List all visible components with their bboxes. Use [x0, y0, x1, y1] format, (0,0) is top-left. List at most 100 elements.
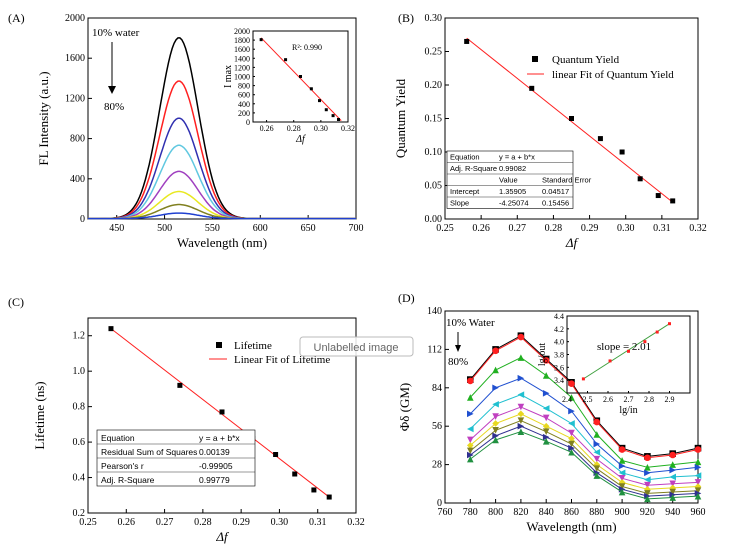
y-tick-label: 0.00: [425, 214, 443, 225]
data-point: [467, 442, 474, 449]
data-point: [568, 429, 575, 437]
y-tick-label: 2000: [234, 27, 250, 36]
series-line: [469, 413, 699, 490]
data-point: [331, 114, 335, 118]
data-point: [593, 472, 601, 479]
data-point: [669, 494, 676, 501]
x-tick-label: 0.30: [314, 124, 328, 133]
y-tick-label: 800: [70, 134, 85, 145]
x-tick-label: 0.28: [287, 124, 301, 133]
x-tick-label: 650: [301, 223, 316, 234]
x-tick-label: 2.9: [665, 395, 675, 404]
x-tick-label: 0.30: [617, 223, 635, 234]
data-point: [467, 394, 474, 401]
y-tick-label: 1400: [234, 54, 250, 63]
data-point: [517, 403, 525, 411]
y-tick-label: 400: [238, 100, 250, 109]
data-point: [568, 440, 575, 448]
data-point: [618, 457, 626, 464]
data-point: [299, 75, 302, 78]
stats-table-cell: Slope: [450, 199, 469, 208]
data-point: [542, 405, 550, 412]
x-tick-label: 0.32: [347, 517, 365, 528]
y-tick-label: 0.15: [425, 114, 443, 125]
x-tick-label: 550: [205, 223, 220, 234]
axes-D: 760 780 800 820 840 860 880 900 920 940 960 0 28 56 84…: [397, 291, 706, 534]
y-tick-label: 0: [80, 214, 85, 225]
y-tick-label: 3.4: [554, 376, 564, 385]
x-tick-label: 0.29: [581, 223, 599, 234]
y-tick-label: 4.0: [554, 338, 564, 347]
data-point: [644, 481, 651, 489]
y-tick-label: 140: [427, 306, 442, 317]
plot-frame: [444, 310, 699, 504]
y-tick-label: 1800: [234, 36, 250, 45]
y-tick-label: 28: [432, 460, 442, 471]
data-point: [542, 372, 550, 379]
data-point: [284, 58, 288, 62]
x-tick-label: 0.28: [545, 223, 563, 234]
y-axis-label: Quantum Yield: [393, 78, 408, 158]
data-point: [669, 473, 676, 481]
y-axis-label: Φδ (GM): [397, 383, 412, 431]
y-tick-label: 1.2: [73, 331, 86, 342]
data-point: [568, 448, 575, 456]
data-point: [568, 394, 575, 401]
stats-table-cell: Residual Sum of Squares: [101, 447, 197, 457]
data-point: [608, 359, 612, 363]
x-tick-label: 0.25: [79, 517, 97, 528]
x-tick-label: 800: [488, 507, 503, 518]
x-tick-label: 0.29: [232, 517, 250, 528]
stats-table-cell: -4.25074: [499, 199, 529, 208]
data-point: [593, 465, 601, 473]
series-line: [469, 425, 699, 497]
data-point: [644, 464, 651, 471]
plot-frame: [566, 315, 691, 394]
legend-label: Quantum Yield: [552, 54, 620, 66]
stats-table-cell: Adj. R-Square: [450, 164, 497, 173]
axes-A-inset: 0.26 0.28 0.30 0.32 020040060080010001200140…: [223, 27, 355, 145]
data-point: [644, 495, 651, 503]
y-tick-label: 1200: [234, 63, 250, 72]
stats-table-cell: Equation: [450, 153, 480, 162]
data-point: [492, 384, 499, 392]
data-point: [492, 420, 499, 427]
x-tick-label: 0.27: [156, 517, 174, 528]
data-point: [492, 366, 499, 374]
data-point: [568, 435, 575, 442]
data-point: [618, 488, 626, 496]
data-point: [311, 487, 317, 493]
data-point: [517, 333, 525, 341]
data-point: [517, 354, 525, 361]
x-tick-label: 2.7: [624, 395, 634, 404]
y-tick-label: 0: [437, 498, 442, 509]
data-point: [644, 490, 651, 497]
y-tick-label: 2000: [65, 13, 85, 24]
data-point: [597, 136, 603, 142]
x-tick-label: 0.28: [194, 517, 212, 528]
series-line: [469, 431, 699, 500]
data-point: [259, 38, 263, 42]
y-tick-label: 56: [432, 421, 442, 432]
data-point: [593, 418, 601, 426]
series-line: [469, 377, 699, 474]
data-point: [517, 428, 525, 435]
data-point: [492, 427, 499, 434]
data-point: [324, 108, 328, 112]
stats-table-cell: 0.15456: [542, 199, 569, 208]
panel-label: (A): [8, 11, 25, 25]
data-point: [655, 330, 659, 334]
inset-r2: R²: 0.990: [292, 43, 322, 52]
x-tick-label: 880: [589, 507, 604, 518]
series-line: [469, 394, 699, 481]
data-point: [292, 471, 298, 477]
x-tick-label: 450: [109, 223, 124, 234]
x-tick-label: 940: [665, 507, 680, 518]
data-point: [694, 458, 702, 466]
x-tick-label: 2.4: [562, 395, 572, 404]
panel-label: (B): [398, 11, 414, 25]
stats-table-cell: 1.35905: [499, 187, 526, 196]
data-point: [581, 377, 585, 381]
